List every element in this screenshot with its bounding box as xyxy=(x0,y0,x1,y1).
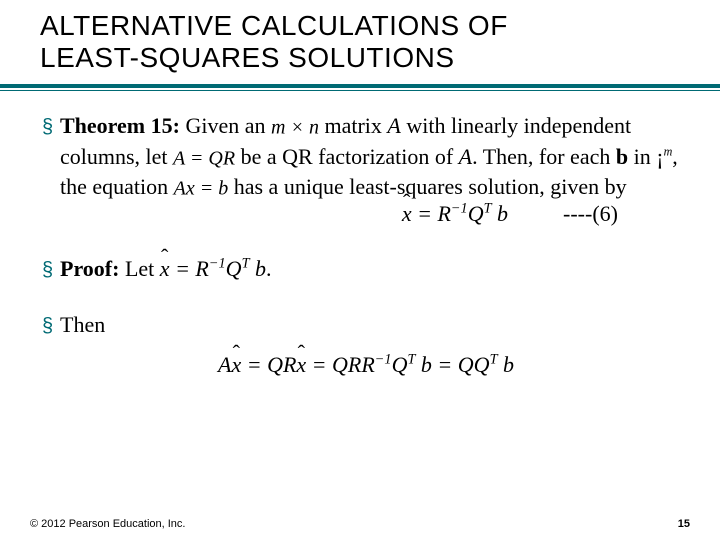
proof-t1: Let xyxy=(119,256,159,281)
rm-exp: m xyxy=(664,145,673,159)
set-rm: ¡m xyxy=(656,144,672,169)
bullet-then: § Then xyxy=(42,310,690,340)
bullet-theorem: § Theorem 15: Given an m × n matrix A wi… xyxy=(42,111,690,228)
eq6-ref: ----(6) xyxy=(563,201,618,226)
theorem-t1: Given an xyxy=(180,113,271,138)
content-area: § Theorem 15: Given an m × n matrix A wi… xyxy=(0,91,720,380)
theorem-axb: Ax = b xyxy=(174,178,229,200)
bullet-proof: § Proof: Let x = R−1QT b. xyxy=(42,254,690,284)
theorem-A: A xyxy=(387,113,400,138)
bullet-marker-icon: § xyxy=(42,254,60,284)
theorem-t2: matrix xyxy=(319,113,387,138)
eq6-formula: x = R−1QT b xyxy=(402,201,514,226)
title-rule xyxy=(0,84,720,88)
copyright-text: © 2012 Pearson Education, Inc. xyxy=(30,518,185,530)
theorem-qr: A = QR xyxy=(173,147,235,169)
theorem-A2: A xyxy=(459,144,472,169)
title-line-2: LEAST-SQUARES SOLUTIONS xyxy=(40,42,692,74)
page-number: 15 xyxy=(678,518,690,530)
then-body: Then xyxy=(60,310,690,340)
slide: ALTERNATIVE CALCULATIONS OF LEAST-SQUARE… xyxy=(0,0,720,540)
proof-eq: x = R−1QT b xyxy=(160,256,266,281)
footer: © 2012 Pearson Education, Inc. 15 xyxy=(30,518,690,530)
theorem-b: b xyxy=(616,144,628,169)
theorem-t8: has a unique least-squares solution, giv… xyxy=(228,174,626,199)
proof-label: Proof: xyxy=(60,256,119,281)
eq6-row: x = R−1QT b ----(6) xyxy=(60,199,690,229)
then-label: Then xyxy=(60,312,105,337)
bullet-marker-icon: § xyxy=(42,310,60,340)
proof-dot: . xyxy=(266,256,272,281)
slide-title: ALTERNATIVE CALCULATIONS OF LEAST-SQUARE… xyxy=(0,0,720,80)
theorem-t4: be a QR factorization of xyxy=(235,144,459,169)
bullet-marker-icon: § xyxy=(42,111,60,141)
theorem-label: Theorem 15: xyxy=(60,113,180,138)
then-eq: Ax = QRx = QRR−1QT b = QQT b xyxy=(42,350,690,380)
theorem-t5: . Then, for each xyxy=(472,144,616,169)
title-line-1: ALTERNATIVE CALCULATIONS OF xyxy=(40,10,692,42)
proof-body: Proof: Let x = R−1QT b. xyxy=(60,254,690,284)
theorem-t6: in xyxy=(628,144,656,169)
theorem-body: Theorem 15: Given an m × n matrix A with… xyxy=(60,111,690,228)
theorem-dims: m × n xyxy=(271,117,319,139)
